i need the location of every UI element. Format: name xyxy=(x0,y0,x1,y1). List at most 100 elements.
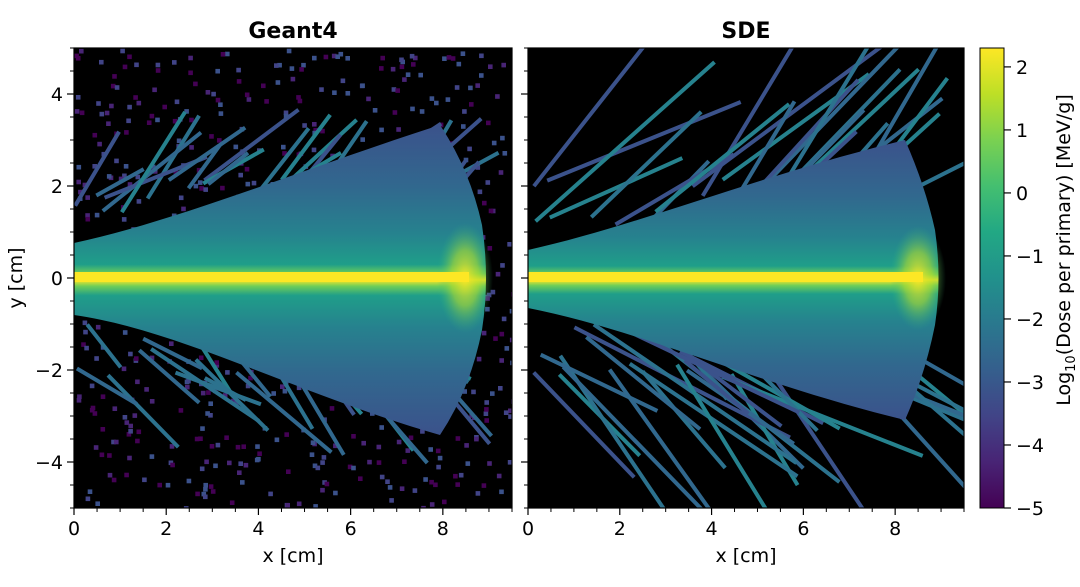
colorbar-tick-label: −3 xyxy=(1016,372,1044,394)
noise-pixel xyxy=(283,110,289,116)
noise-pixel xyxy=(85,195,90,200)
noise-pixel xyxy=(488,64,493,69)
noise-pixel xyxy=(82,182,88,188)
noise-pixel xyxy=(454,85,460,90)
noise-pixel xyxy=(411,62,416,67)
noise-pixel xyxy=(215,97,221,103)
noise-pixel xyxy=(498,170,504,175)
noise-pixel xyxy=(429,479,434,485)
noise-pixel xyxy=(409,53,415,59)
track xyxy=(207,151,250,186)
noise-pixel xyxy=(461,124,466,129)
noise-pixel xyxy=(208,484,214,489)
noise-pixel xyxy=(126,118,131,124)
y-tick-label: 4 xyxy=(51,84,63,106)
noise-pixel xyxy=(83,329,88,335)
noise-pixel xyxy=(391,87,397,92)
noise-pixel xyxy=(508,414,512,419)
noise-pixel xyxy=(128,429,133,434)
noise-pixel xyxy=(218,111,224,116)
track xyxy=(258,127,311,192)
noise-pixel xyxy=(509,337,512,343)
noise-pixel xyxy=(128,351,133,357)
noise-pixel xyxy=(235,444,241,450)
noise-pixel xyxy=(244,92,250,98)
track xyxy=(585,335,702,431)
noise-pixel xyxy=(126,432,132,437)
noise-pixel xyxy=(211,91,216,97)
track xyxy=(120,110,187,214)
noise-pixel xyxy=(453,473,458,479)
noise-pixel xyxy=(484,418,489,423)
noise-pixel xyxy=(94,212,100,218)
noise-pixel xyxy=(274,437,280,443)
noise-pixel xyxy=(281,144,286,150)
noise-pixel xyxy=(289,66,295,71)
noise-pixel xyxy=(477,189,483,195)
noise-pixel xyxy=(499,358,504,363)
noise-pixel xyxy=(351,434,356,439)
y-axis-label: y [cm] xyxy=(5,247,27,308)
beam-core xyxy=(528,272,923,282)
noise-pixel xyxy=(502,151,508,156)
noise-pixel xyxy=(118,176,124,182)
noise-pixel xyxy=(93,445,99,450)
noise-pixel xyxy=(465,461,471,466)
noise-pixel xyxy=(124,472,129,478)
noise-pixel xyxy=(345,91,351,96)
noise-pixel xyxy=(296,95,301,100)
noise-pixel xyxy=(275,80,281,85)
y-tick-label: 0 xyxy=(51,268,63,290)
noise-pixel xyxy=(332,90,337,95)
noise-pixel xyxy=(111,477,117,483)
track xyxy=(186,143,222,190)
noise-pixel xyxy=(75,56,81,61)
noise-pixel xyxy=(482,200,487,206)
noise-pixel xyxy=(483,411,489,416)
noise-pixel xyxy=(358,476,363,481)
colorbar-tick-label: −4 xyxy=(1016,435,1044,457)
noise-pixel xyxy=(345,56,350,61)
noise-pixel xyxy=(142,477,147,483)
noise-pixel xyxy=(333,490,338,496)
noise-pixel xyxy=(486,120,491,126)
track xyxy=(75,366,138,406)
noise-pixel xyxy=(428,447,433,452)
noise-pixel xyxy=(387,485,393,490)
noise-pixel xyxy=(329,406,335,411)
noise-pixel xyxy=(106,174,112,179)
track xyxy=(280,113,332,182)
noise-pixel xyxy=(227,460,232,466)
noise-pixel xyxy=(379,66,384,71)
noise-pixel xyxy=(479,53,484,59)
noise-pixel xyxy=(419,109,425,114)
noise-pixel xyxy=(282,151,287,156)
noise-pixel xyxy=(320,487,325,493)
noise-pixel xyxy=(302,123,307,128)
noise-pixel xyxy=(128,423,133,429)
noise-pixel xyxy=(79,110,85,116)
noise-pixel xyxy=(392,110,398,115)
noise-pixel xyxy=(495,271,501,277)
noise-pixel xyxy=(196,167,202,173)
track xyxy=(683,358,750,416)
noise-pixel xyxy=(338,51,344,57)
noise-pixel xyxy=(92,411,98,416)
noise-pixel xyxy=(312,122,317,127)
noise-pixel xyxy=(77,394,82,399)
noise-pixel xyxy=(218,102,223,107)
noise-pixel xyxy=(149,399,155,404)
noise-pixel xyxy=(215,68,220,74)
noise-pixel xyxy=(92,132,98,138)
noise-pixel xyxy=(468,85,473,91)
noise-pixel xyxy=(402,77,407,82)
noise-pixel xyxy=(204,459,209,465)
noise-pixel xyxy=(479,73,484,78)
colorbar: 2 1 0 −1 −2 −3 −4 −5 Log10(Dose per primary) [M… xyxy=(979,47,1079,520)
noise-pixel xyxy=(271,391,276,396)
x-tick-label: 0 xyxy=(522,518,534,540)
track xyxy=(539,352,659,413)
noise-pixel xyxy=(214,363,220,368)
noise-pixel xyxy=(246,97,252,102)
noise-pixel xyxy=(106,121,111,126)
